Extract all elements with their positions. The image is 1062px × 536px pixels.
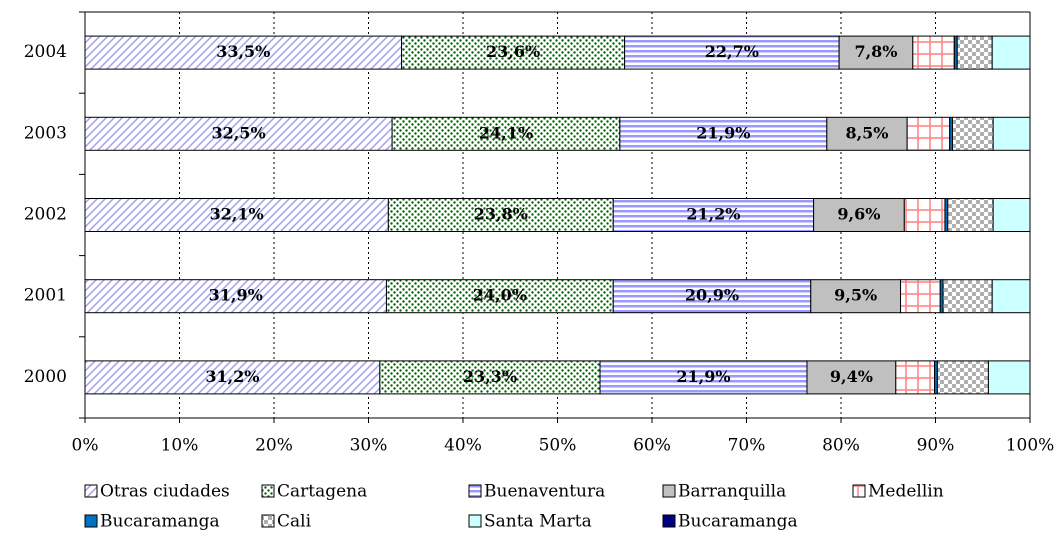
x-tick-label: 30% xyxy=(350,436,388,456)
x-tick-label: 0% xyxy=(72,436,99,456)
bar-segment xyxy=(956,35,993,70)
bar-segment xyxy=(912,35,955,70)
legend-swatch xyxy=(261,484,275,498)
bar-segment xyxy=(906,116,951,151)
x-tick-label: 20% xyxy=(255,436,293,456)
bar-segment xyxy=(612,198,815,232)
bar-segment xyxy=(987,360,1031,395)
bar-segment xyxy=(900,279,941,314)
data-label: 24,0% xyxy=(473,286,527,305)
bar-segment xyxy=(952,116,994,151)
legend-label: Cartagena xyxy=(277,482,367,502)
bar-segment xyxy=(810,279,902,314)
y-tick-label: 2000 xyxy=(24,367,67,387)
data-label: 22,7% xyxy=(705,42,759,61)
bar-segment xyxy=(992,116,1031,151)
bar-segment xyxy=(947,198,994,232)
legend-label: Buenaventura xyxy=(484,482,605,502)
data-label: 31,9% xyxy=(209,286,263,305)
legend-label: Otras ciudades xyxy=(100,482,230,502)
bar-segment xyxy=(385,279,614,314)
legend-swatch xyxy=(468,484,482,498)
data-label: 32,1% xyxy=(210,205,264,224)
data-label: 9,4% xyxy=(830,367,873,386)
bar-segment xyxy=(84,116,393,151)
x-tick-label: 10% xyxy=(161,436,199,456)
bar-segment xyxy=(992,198,1031,232)
legend-swatch xyxy=(84,514,98,528)
data-label: 32,5% xyxy=(211,123,265,142)
x-tick-label: 50% xyxy=(539,436,577,456)
data-label: 21,9% xyxy=(676,367,730,386)
data-label: 7,8% xyxy=(854,42,897,61)
legend-swatch xyxy=(261,514,275,528)
bar-segment xyxy=(387,198,614,232)
data-label: 21,9% xyxy=(696,123,750,142)
y-tick-label: 2001 xyxy=(24,286,67,306)
x-tick-label: 40% xyxy=(444,436,482,456)
y-tick-label: 2003 xyxy=(24,123,67,143)
data-label: 21,2% xyxy=(686,205,740,224)
legend-swatch xyxy=(468,514,482,528)
legend-swatch xyxy=(662,484,676,498)
legend-label: Barranquilla xyxy=(678,482,786,502)
bar-segment xyxy=(599,360,808,395)
bar-segment xyxy=(903,198,946,232)
data-label: 9,6% xyxy=(837,205,880,224)
bar-segment xyxy=(624,35,840,70)
bar-segment xyxy=(391,116,621,151)
legend-label: Bucaramanga xyxy=(678,512,798,532)
legend-label: Medellin xyxy=(868,482,944,502)
data-label: 8,5% xyxy=(845,123,888,142)
bar-segment xyxy=(991,35,1031,70)
bar-segment xyxy=(895,360,936,395)
x-tick-label: 100% xyxy=(1006,436,1055,456)
x-tick-label: 80% xyxy=(822,436,860,456)
data-label: 9,5% xyxy=(834,286,877,305)
x-tick-label: 60% xyxy=(633,436,671,456)
bar-segment xyxy=(838,35,914,70)
data-label: 33,5% xyxy=(216,42,270,61)
legend-label: Cali xyxy=(277,512,312,532)
legend-swatch xyxy=(84,484,98,498)
bar-segment xyxy=(936,360,989,395)
bar-segment xyxy=(826,116,908,151)
bar-segment xyxy=(991,279,1031,314)
legend-label: Santa Marta xyxy=(484,512,592,532)
bar-segment xyxy=(813,198,905,232)
legend-label: Bucaramanga xyxy=(100,512,220,532)
legend-swatch xyxy=(852,484,866,498)
data-label: 23,8% xyxy=(474,205,528,224)
data-label: 31,2% xyxy=(205,367,259,386)
y-tick-label: 2002 xyxy=(24,205,67,225)
data-label: 20,9% xyxy=(685,286,739,305)
data-label: 23,3% xyxy=(463,367,517,386)
data-label: 23,6% xyxy=(486,42,540,61)
bar-segment xyxy=(84,279,387,314)
bar-segment xyxy=(612,279,812,314)
data-label: 24,1% xyxy=(479,123,533,142)
x-tick-label: 70% xyxy=(728,436,766,456)
bar-segment xyxy=(379,360,601,395)
bar-segment xyxy=(942,279,993,314)
legend-swatch xyxy=(662,514,676,528)
x-tick-label: 90% xyxy=(917,436,955,456)
bar-segment xyxy=(84,198,389,232)
y-tick-label: 2004 xyxy=(24,42,67,62)
